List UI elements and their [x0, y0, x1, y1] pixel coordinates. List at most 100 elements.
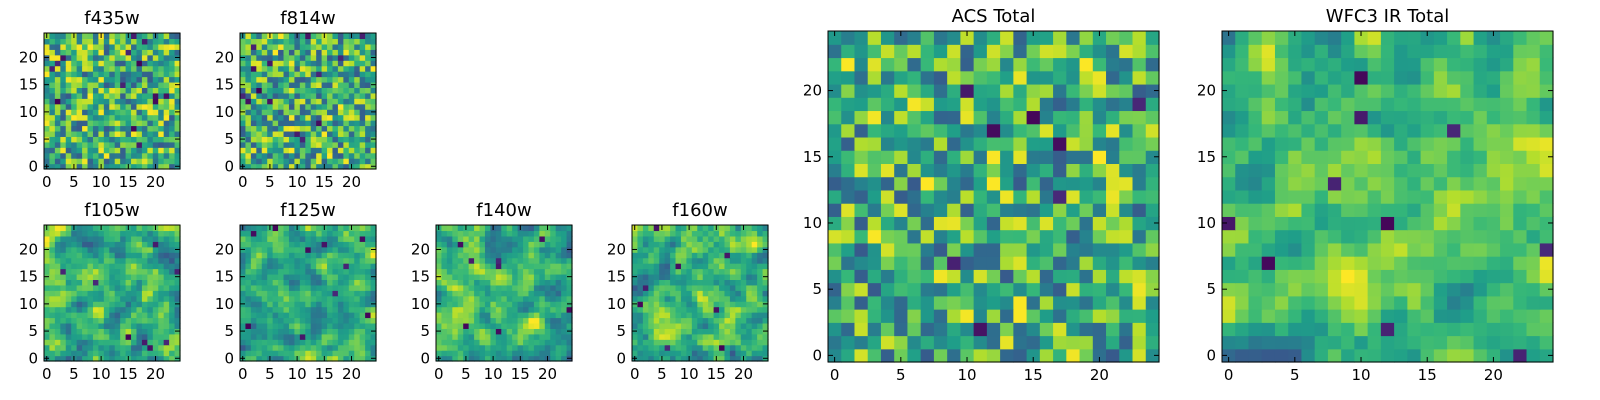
- heatmap-cell: [310, 43, 317, 50]
- heatmap-cell: [894, 31, 909, 45]
- heatmap-cell: [278, 306, 285, 313]
- heatmap-cell: [680, 328, 687, 335]
- heatmap-cell: [947, 83, 961, 98]
- heatmap-cell: [1314, 295, 1329, 310]
- heatmap-cell: [294, 295, 301, 302]
- heatmap-cell: [762, 263, 769, 270]
- heatmap-cell: [316, 235, 323, 242]
- heatmap-cell: [1314, 335, 1329, 350]
- heatmap-cell: [103, 38, 110, 45]
- heatmap-cell: [103, 317, 110, 324]
- heatmap-cell: [1500, 216, 1514, 231]
- heatmap-cell: [348, 306, 355, 313]
- heatmap-cell: [354, 263, 361, 270]
- heatmap-cell: [686, 235, 693, 242]
- heatmap-cell: [288, 125, 295, 132]
- heatmap-cell: [370, 306, 377, 313]
- heatmap-cell: [828, 123, 842, 138]
- heatmap-cell: [933, 176, 948, 191]
- heatmap-cell: [310, 246, 317, 253]
- heatmap-cell: [114, 230, 121, 237]
- heatmap-cell: [1000, 269, 1014, 284]
- heatmap-cell: [920, 242, 935, 257]
- heatmap-cell: [708, 301, 715, 308]
- heatmap-cell: [82, 235, 89, 242]
- heatmap-cell: [1526, 309, 1541, 323]
- heatmap-cell: [1354, 203, 1369, 217]
- heatmap-cell: [664, 295, 671, 302]
- heatmap-cell: [686, 246, 693, 253]
- heatmap-cell: [71, 263, 78, 270]
- heatmap-cell: [114, 225, 121, 232]
- heatmap-cell: [316, 60, 323, 67]
- heatmap-cell: [1053, 322, 1067, 337]
- heatmap-cell: [337, 76, 344, 83]
- heatmap-cell: [294, 252, 301, 259]
- heatmap-cell: [637, 263, 644, 270]
- heatmap-cell: [261, 81, 268, 88]
- heatmap-cell: [686, 306, 693, 313]
- heatmap-cell: [169, 322, 176, 329]
- heatmap-cell: [114, 81, 121, 88]
- heatmap-cell: [44, 339, 51, 346]
- heatmap-cell: [1066, 70, 1081, 85]
- heatmap-cell: [854, 83, 869, 98]
- heatmap-cell: [65, 295, 72, 302]
- heatmap-cell: [1354, 269, 1369, 284]
- heatmap-cell: [697, 301, 704, 308]
- heatmap-cell: [468, 279, 475, 286]
- heatmap-cell: [359, 252, 366, 259]
- heatmap-cell: [299, 152, 306, 159]
- heatmap-cell: [152, 141, 159, 148]
- heatmap-cell: [555, 235, 562, 242]
- heatmap-cell: [327, 147, 334, 154]
- heatmap-cell: [141, 273, 148, 280]
- heatmap-cell: [114, 235, 121, 242]
- heatmap-cell: [648, 350, 655, 357]
- heatmap-cell: [158, 141, 165, 148]
- heatmap-cell: [1079, 242, 1094, 257]
- heatmap-cell: [1079, 216, 1094, 231]
- heatmap-cell: [163, 49, 170, 56]
- heatmap-cell: [867, 335, 882, 350]
- heatmap-cell: [1092, 150, 1107, 164]
- heatmap-cell: [708, 350, 715, 357]
- heatmap-cell: [544, 339, 551, 346]
- heatmap-cell: [44, 312, 51, 319]
- heatmap-cell: [299, 71, 306, 78]
- heatmap-cell: [1145, 189, 1160, 204]
- heatmap-cell: [1066, 216, 1081, 231]
- heatmap-cell: [261, 103, 268, 110]
- heatmap-cell: [1288, 309, 1303, 323]
- heatmap-cell: [664, 225, 671, 232]
- heatmap-cell: [294, 241, 301, 248]
- heatmap-cell: [867, 229, 882, 244]
- heatmap-cell: [44, 114, 51, 121]
- heatmap-cell: [169, 38, 176, 45]
- heatmap-cell: [147, 263, 154, 270]
- heatmap-cell: [109, 322, 116, 329]
- heatmap-cell: [1092, 295, 1107, 310]
- heatmap-cell: [267, 339, 274, 346]
- heatmap-cell: [65, 71, 72, 78]
- heatmap-cell: [65, 152, 72, 159]
- heatmap-cell: [131, 60, 138, 67]
- heatmap-cell: [163, 163, 170, 170]
- heatmap-cell: [1447, 229, 1461, 244]
- heatmap-cell: [1145, 269, 1160, 284]
- heatmap-cell: [60, 322, 67, 329]
- heatmap-cell: [632, 350, 639, 357]
- heatmap-cell: [1053, 229, 1067, 244]
- heatmap-cell: [267, 103, 274, 110]
- heatmap-cell: [757, 344, 764, 351]
- heatmap-cell: [1000, 70, 1014, 85]
- heatmap-cell: [98, 71, 105, 78]
- heatmap-cell: [659, 279, 666, 286]
- heatmap-cell: [986, 123, 1001, 138]
- heatmap-cell: [740, 284, 747, 291]
- heatmap-cell: [321, 130, 328, 137]
- heatmap-cell: [131, 130, 138, 137]
- heatmap-cell: [327, 158, 334, 165]
- heatmap-cell: [907, 335, 922, 350]
- heatmap-cell: [751, 322, 758, 329]
